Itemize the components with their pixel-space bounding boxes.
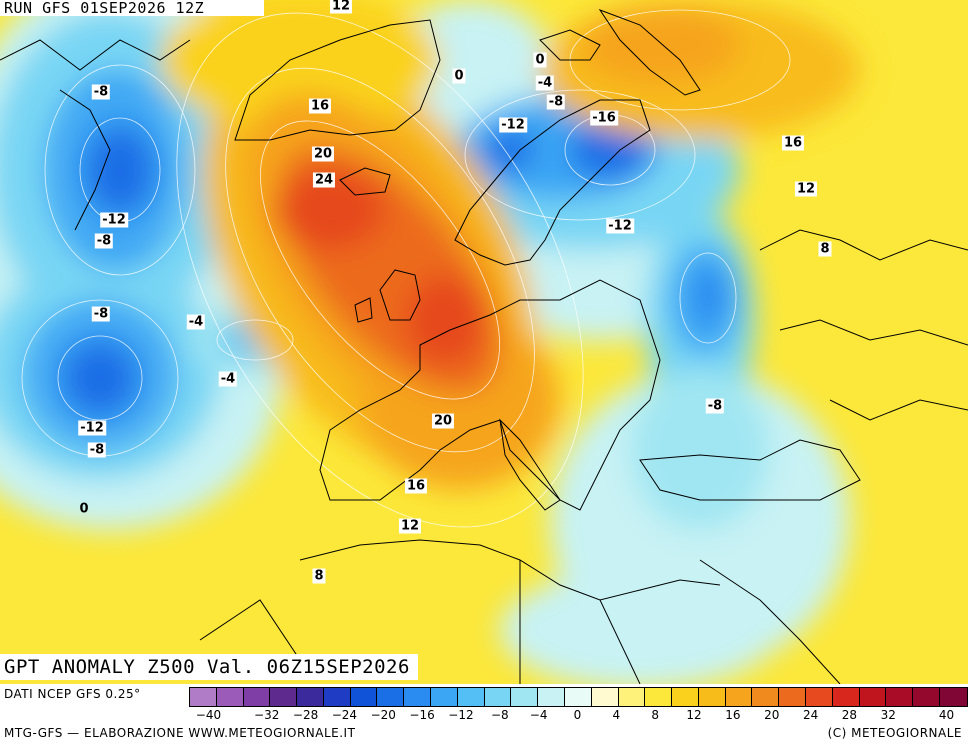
legend-swatch [725,688,753,706]
legend-tick-label: 0 [573,708,582,722]
legend-swatch [350,688,378,706]
legend-swatch [859,688,887,706]
legend-tick-label: 40 [938,708,955,722]
legend-swatch [832,688,860,706]
contour-label: 12 [329,0,353,14]
contour-label: -16 [590,110,618,126]
legend-swatch [377,688,405,706]
legend-tick-label: 16 [725,708,741,722]
contour-label: 20 [311,146,335,162]
contour-label: 0 [533,52,547,68]
legend-tick-label: 4 [612,708,621,722]
legend-swatch [805,688,833,706]
legend-tick-label: 20 [764,708,780,722]
legend-tick-label: −20 [370,708,396,722]
legend-tick-label: 32 [880,708,896,722]
legend-swatch [190,688,217,706]
legend-swatch [913,688,940,706]
legend-tick-label: −16 [409,708,435,722]
legend-swatch [323,688,351,706]
footer-credit: MTG-GFS — ELABORAZIONE WWW.METEOGIORNALE… [4,726,356,740]
legend-swatch [511,688,539,706]
contour-label: -4 [535,75,555,91]
contour-label: 8 [312,568,326,584]
legend-swatch [752,688,780,706]
legend-tick-label: −32 [254,708,280,722]
contour-label: -12 [100,212,128,228]
contour-label: 0 [79,501,89,517]
legend-swatch [672,688,699,706]
legend-swatch [538,688,565,706]
legend-swatch [457,688,485,706]
contour-label: -8 [91,306,111,322]
contour-label: -4 [218,371,238,387]
contour-label: -4 [186,314,206,330]
data-source-label: DATI NCEP GFS 0.25° [4,687,141,701]
legend-swatch [618,688,646,706]
legend-swatch [779,688,806,706]
legend-tick-label: 8 [651,708,660,722]
contour-label: -8 [94,233,114,249]
contour-label: -12 [499,117,527,133]
legend-swatch [591,688,619,706]
contour-label: 0 [452,68,466,84]
map-title: GPT ANOMALY Z500 Val. 06Z15SEP2026 [0,654,418,680]
anomaly-map: RUN GFS 01SEP2026 12Z 12 0 0 -4 -8 -8 16… [0,0,968,684]
contour-label: 16 [308,98,332,114]
legend-swatch [243,688,271,706]
contour-label: 8 [818,241,832,257]
legend-tick-label: −24 [331,708,358,722]
legend-swatch [886,688,914,706]
contour-label: 20 [431,413,455,429]
contour-label: 16 [404,478,428,494]
contour-label: 16 [781,135,805,151]
contour-label: -8 [87,442,107,458]
contour-label: 12 [794,181,818,197]
legend-tick-label: −28 [292,708,319,722]
legend-swatch [564,688,592,706]
legend-swatch [216,688,244,706]
contour-label: -8 [705,398,725,414]
contour-label: 12 [398,518,422,534]
contour-label: 24 [312,172,336,188]
color-legend: DATI NCEP GFS 0.25° −40 −32 −28 −24 −20 −16 −1… [0,684,968,745]
legend-tick-label: 12 [686,708,702,722]
legend-tick-label: 24 [802,708,819,722]
legend-swatch [939,688,967,706]
footer-copyright: (C) METEOGIORNALE [827,726,962,740]
legend-tick-label: 28 [841,708,858,722]
contour-label: -8 [91,84,111,100]
legend-swatch [297,688,324,706]
contour-label: -8 [546,94,566,110]
legend-tick-label: −12 [448,708,474,722]
anomaly-field [0,0,968,684]
legend-swatch [431,688,458,706]
legend-tick-label: −8 [490,708,509,722]
legend-swatch [645,688,673,706]
run-label: RUN GFS 01SEP2026 12Z [0,0,265,16]
legend-swatch [698,688,726,706]
contour-label: -12 [606,218,634,234]
legend-swatch [270,688,298,706]
contour-label: -12 [78,420,106,436]
legend-swatch [404,688,432,706]
color-scale-ticks: −40 −32 −28 −24 −20 −16 −12 −8 −4 0 4 8 12 16 20 24 28 32… [189,708,966,722]
color-scale-bar [189,687,968,707]
legend-swatch [484,688,512,706]
legend-tick-label: −40 [195,708,222,722]
legend-tick-label: −4 [529,708,548,722]
